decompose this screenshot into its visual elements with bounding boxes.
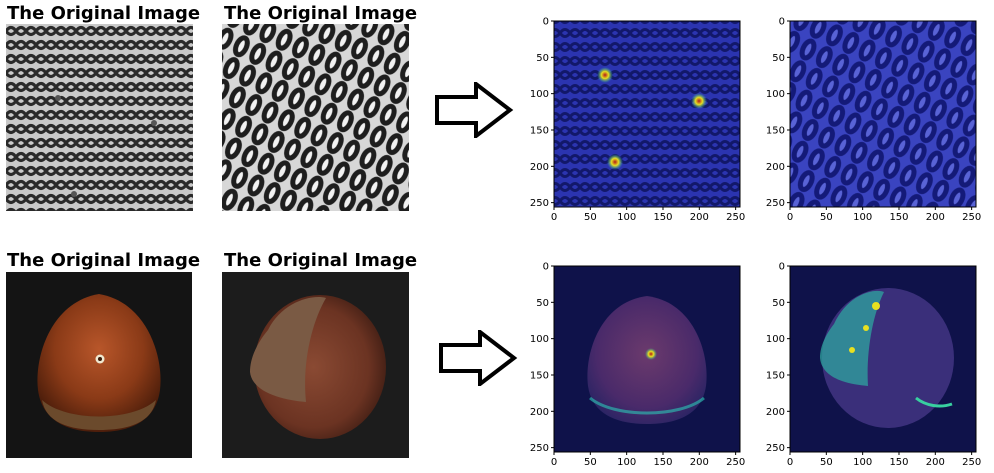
y-tick-label: 250 xyxy=(766,198,785,209)
heatmap-grid-2-y-ticks: 0 50 100 150 200 250 xyxy=(766,17,790,209)
x-tick-label: 100 xyxy=(617,212,636,222)
x-tick-label: 100 xyxy=(853,212,872,222)
y-tick-label: 250 xyxy=(530,443,549,454)
heatmap-hazelnut-1-y-ticks: 0 50 100 150 200 250 xyxy=(530,262,554,454)
x-tick-label: 100 xyxy=(617,457,636,468)
x-tick-label: 200 xyxy=(690,457,709,468)
right-arrow-icon-top xyxy=(435,82,514,138)
y-tick-label: 100 xyxy=(530,89,549,100)
grid-original-image-1 xyxy=(6,24,193,211)
heatmap-grid-1-y-ticks: 0 50 100 150 200 250 xyxy=(530,17,554,209)
x-tick-label: 0 xyxy=(787,457,793,468)
x-tick-label: 250 xyxy=(726,212,745,222)
x-tick-label: 150 xyxy=(653,457,672,468)
x-tick-label: 0 xyxy=(551,457,557,468)
y-tick-label: 200 xyxy=(766,162,785,173)
heatmap-hazelnut-1-x-ticks: 0 50 100 150 200 250 xyxy=(551,452,745,468)
x-tick-label: 50 xyxy=(820,457,833,468)
heatmap-hazelnut-2-y-ticks: 0 50 100 150 200 250 xyxy=(766,262,790,454)
x-tick-label: 150 xyxy=(889,212,908,222)
hazelnut-original-image-2 xyxy=(222,272,409,458)
x-tick-label: 0 xyxy=(787,212,793,222)
x-tick-label: 250 xyxy=(962,457,981,468)
x-tick-label: 200 xyxy=(926,212,945,222)
y-tick-label: 0 xyxy=(543,262,549,273)
y-tick-label: 0 xyxy=(779,262,785,273)
y-tick-label: 0 xyxy=(779,17,785,28)
y-tick-label: 150 xyxy=(766,125,785,136)
x-tick-label: 200 xyxy=(690,212,709,222)
x-tick-label: 150 xyxy=(889,457,908,468)
right-arrow-icon-bottom xyxy=(439,330,518,386)
y-tick-label: 150 xyxy=(530,370,549,381)
x-tick-label: 50 xyxy=(584,457,597,468)
y-tick-label: 50 xyxy=(772,298,785,309)
x-tick-label: 150 xyxy=(653,212,672,222)
x-tick-label: 200 xyxy=(926,457,945,468)
y-tick-label: 50 xyxy=(536,298,549,309)
original-image-title-top-right: The Original Image xyxy=(224,3,418,24)
x-tick-label: 0 xyxy=(551,212,557,222)
y-tick-label: 150 xyxy=(766,370,785,381)
x-tick-label: 250 xyxy=(962,212,981,222)
y-tick-label: 100 xyxy=(766,89,785,100)
x-tick-label: 100 xyxy=(853,457,872,468)
y-tick-label: 100 xyxy=(530,334,549,345)
x-tick-label: 250 xyxy=(726,457,745,468)
y-tick-label: 200 xyxy=(530,407,549,418)
original-image-title-bottom-left: The Original Image xyxy=(7,250,201,271)
y-tick-label: 250 xyxy=(530,198,549,209)
heatmap-hazelnut-2-x-ticks: 0 50 100 150 200 250 xyxy=(787,452,981,468)
x-tick-label: 50 xyxy=(584,212,597,222)
grid-original-image-2 xyxy=(222,24,409,211)
x-tick-label: 50 xyxy=(820,212,833,222)
original-image-title-bottom-right: The Original Image xyxy=(224,250,418,271)
original-image-title-top-left: The Original Image xyxy=(7,3,201,24)
y-tick-label: 200 xyxy=(530,162,549,173)
y-tick-label: 100 xyxy=(766,334,785,345)
y-tick-label: 0 xyxy=(543,17,549,28)
heatmap-grid-2-x-ticks: 0 50 100 150 200 250 xyxy=(787,207,981,222)
heatmap-grid-1-x-ticks: 0 50 100 150 200 250 xyxy=(551,207,745,222)
y-tick-label: 250 xyxy=(766,443,785,454)
y-tick-label: 200 xyxy=(766,407,785,418)
hazelnut-original-image-1 xyxy=(6,272,192,458)
y-tick-label: 50 xyxy=(536,53,549,64)
y-tick-label: 50 xyxy=(772,53,785,64)
y-tick-label: 150 xyxy=(530,125,549,136)
